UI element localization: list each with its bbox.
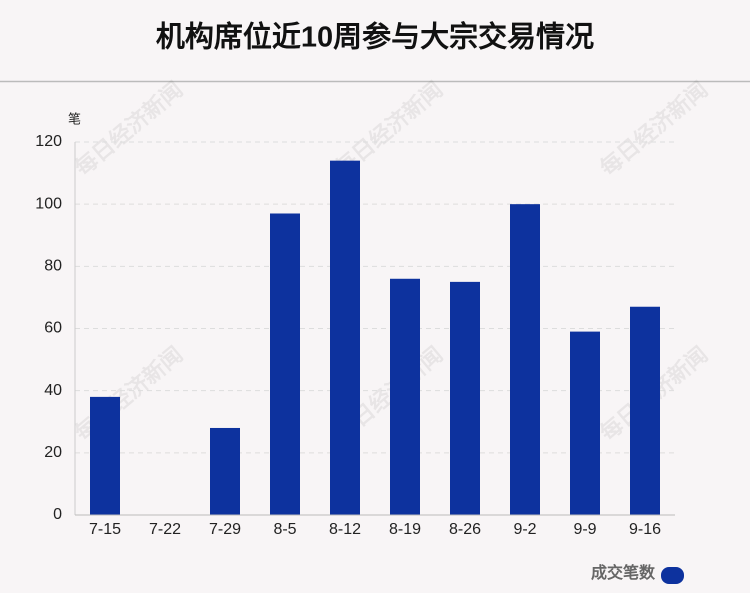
chart-title: 机构席位近10周参与大宗交易情况: [156, 20, 594, 54]
bar: [330, 160, 360, 515]
x-tick-label: 8-19: [389, 521, 421, 538]
x-tick-label: 7-15: [89, 521, 121, 538]
x-tick-label: 8-26: [449, 521, 481, 538]
y-tick-label: 20: [44, 444, 62, 461]
x-tick-label: 7-29: [209, 521, 241, 538]
x-tick-label: 9-9: [573, 521, 596, 538]
x-tick-label: 9-16: [629, 521, 661, 538]
y-tick-label: 80: [44, 258, 62, 275]
legend-label: 成交笔数: [591, 563, 656, 582]
y-tick-label: 100: [35, 195, 62, 212]
bar: [510, 204, 540, 515]
x-tick-label: 7-22: [149, 521, 181, 538]
y-tick-label: 0: [53, 506, 62, 523]
bar: [570, 331, 600, 515]
y-axis-label: 笔: [68, 111, 81, 126]
y-tick-label: 60: [44, 320, 62, 337]
y-tick-label: 40: [44, 382, 62, 399]
bar: [210, 427, 240, 515]
x-tick-label: 8-5: [273, 521, 296, 538]
bar: [90, 396, 120, 515]
bar: [630, 306, 660, 515]
bar: [270, 213, 300, 515]
x-tick-label: 8-12: [329, 521, 361, 538]
y-tick-label: 120: [35, 133, 62, 150]
x-tick-label: 9-2: [513, 521, 536, 538]
bar: [450, 281, 480, 515]
bar: [390, 278, 420, 515]
legend-swatch: [661, 567, 684, 584]
